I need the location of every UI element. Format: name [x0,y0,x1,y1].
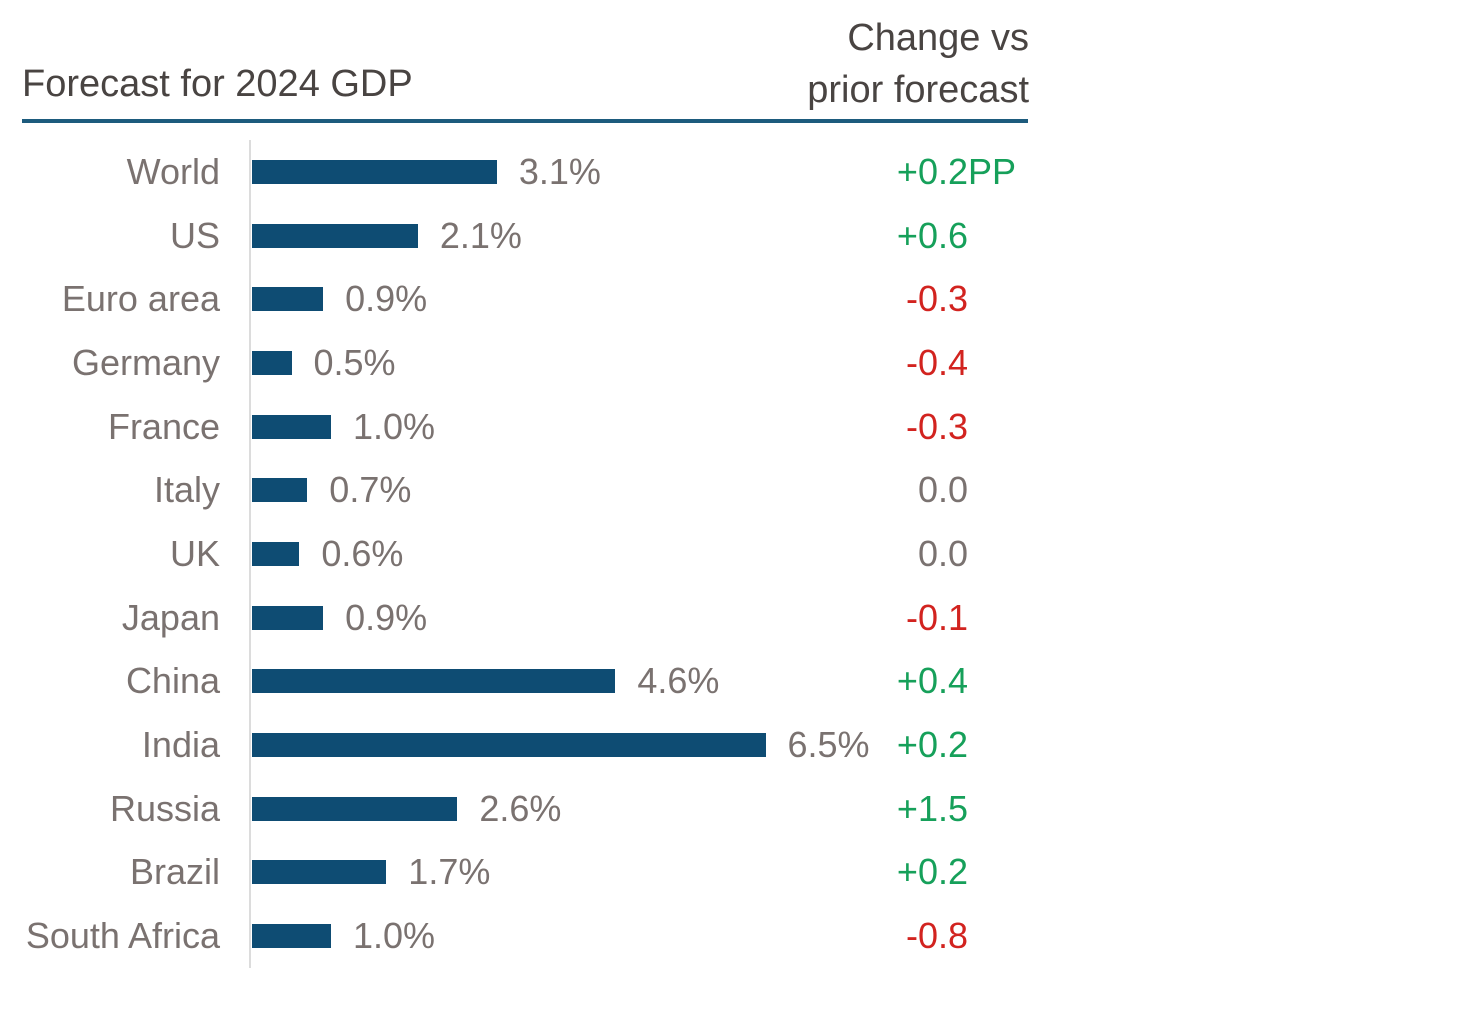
category-label: China [125,660,220,702]
chart-row: Brazil 1.7% +0.2 [0,841,1460,905]
change-unit-suffix: PP [968,150,1017,192]
bar [252,924,331,949]
bar-value-label: 1.7% [408,851,491,893]
chart-row: China 4.6% +0.4 [0,650,1460,714]
change-number: -0.3 [905,405,968,447]
change-value: +0.2 [800,854,968,890]
bar [252,414,331,439]
chart-row: UK 0.6% 0.0 [0,522,1460,586]
change-value: 0.0 [800,532,968,574]
change-value: -0.3 [800,281,968,317]
change-number: -0.8 [905,915,968,957]
chart-row: Russia 2.6% +1.5 [0,777,1460,841]
bar-value-label: 4.6% [637,660,720,702]
change-value: -0.1 [800,596,968,638]
bar-value-label: 0.9% [345,596,428,638]
category-label: Euro area [61,278,220,320]
bar-value-label: 2.1% [439,214,522,256]
chart-row: Germany 0.5% -0.4 [0,331,1460,395]
category-label: France [107,405,220,447]
bar-value-label: 0.6% [321,532,404,574]
bar-rows: World 3.1% +0.2 PP US 2.1% +0.6 Euro area… [0,140,1460,968]
category-label: Russia [109,787,220,829]
change-number: +0.6 [896,214,968,256]
change-value: +1.5 [800,787,968,829]
change-column-header: Change vs prior forecast [807,12,1029,116]
category-label: India [141,724,220,766]
category-label: Germany [71,341,220,383]
bar [252,350,292,375]
bar-value-label: 0.5% [313,341,396,383]
change-value: 0.0 [800,472,968,508]
bar [252,287,324,312]
category-label: South Africa [25,915,220,957]
category-label: Italy [153,469,220,511]
change-value: +0.4 [800,663,968,699]
bar [252,860,387,885]
change-number: 0.0 [917,469,968,511]
category-label: Brazil [129,851,220,893]
bar [252,159,497,184]
change-number: +0.4 [896,660,968,702]
chart-row: France 1.0% -0.3 [0,395,1460,459]
change-number: -0.4 [905,341,968,383]
bar-value-label: 1.0% [353,405,436,447]
bar-value-label: 0.9% [345,278,428,320]
change-number: -0.1 [905,596,968,638]
change-value: -0.4 [800,341,968,383]
chart-row: Euro area 0.9% -0.3 [0,267,1460,331]
chart-row: South Africa 1.0% -0.8 [0,904,1460,968]
change-number: 0.0 [917,532,968,574]
bar [252,541,300,566]
bar-value-label: 3.1% [518,150,601,192]
bar-value-label: 2.6% [479,787,562,829]
chart-row: Japan 0.9% -0.1 [0,586,1460,650]
bar-value-label: 1.0% [353,915,436,957]
bar [252,733,766,758]
category-label: World [126,150,220,192]
change-value: +0.6 [800,214,968,256]
category-label: UK [169,532,220,574]
change-number: -0.3 [905,278,968,320]
category-label: US [169,214,220,256]
change-column-header-line2: prior forecast [807,69,1029,111]
chart-row: India 6.5% +0.2 [0,713,1460,777]
change-value: +0.2 [800,727,968,763]
bar [252,796,458,821]
bar [252,669,616,694]
category-label: Japan [121,596,220,638]
bar [252,605,324,630]
change-value: +0.2 PP [800,150,1016,192]
change-value: -0.8 [800,918,968,954]
bar [252,223,418,248]
bar-value-label: 6.5% [787,724,870,766]
change-number: +0.2 [896,724,968,766]
chart-title: Forecast for 2024 GDP [22,63,413,105]
chart-row: US 2.1% +0.6 [0,204,1460,268]
chart-row: Italy 0.7% 0.0 [0,458,1460,522]
change-number: +1.5 [896,787,968,829]
change-value: -0.3 [800,405,968,447]
y-axis-line [249,140,251,968]
bar-value-label: 0.7% [329,469,412,511]
change-number: +0.2 [896,851,968,893]
chart-row: World 3.1% +0.2 PP [0,140,1460,204]
bar [252,478,308,503]
change-column-header-line1: Change vs [847,17,1029,59]
change-number: +0.2 [896,150,968,192]
header-underline [22,119,1028,123]
